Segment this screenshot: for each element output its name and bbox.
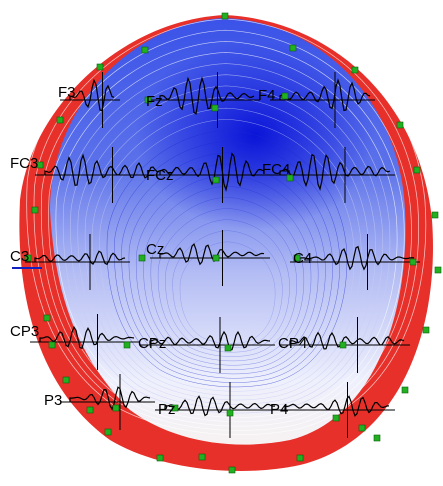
electrode-dot bbox=[226, 409, 234, 417]
waveform bbox=[149, 330, 271, 351]
electrode-label: FC4 bbox=[262, 161, 290, 178]
electrode-dot bbox=[332, 414, 340, 422]
electrode-label: Pz bbox=[158, 401, 176, 418]
waveform bbox=[159, 242, 265, 266]
electrode-dot bbox=[224, 344, 232, 352]
electrode-dot bbox=[104, 428, 112, 436]
electrode-label: C4 bbox=[293, 250, 312, 267]
electrode-dot bbox=[422, 326, 430, 334]
electrode-dot bbox=[198, 453, 206, 461]
electrode-dots bbox=[24, 12, 442, 474]
electrode-dot bbox=[396, 121, 404, 129]
electrode-dot bbox=[211, 104, 219, 112]
electrode-dot bbox=[123, 341, 131, 349]
electrode-dot bbox=[138, 254, 146, 262]
electrode-dot bbox=[281, 92, 289, 100]
electrode-dot bbox=[36, 161, 44, 169]
electrode-dot bbox=[141, 46, 149, 54]
electrode-label: Fz bbox=[146, 93, 163, 110]
electrode-dot bbox=[401, 386, 409, 394]
electrode-label: F4 bbox=[258, 87, 276, 104]
waveform bbox=[164, 395, 276, 417]
electrode-label: C3 bbox=[10, 248, 29, 265]
waveform bbox=[284, 395, 390, 417]
waveform bbox=[159, 76, 255, 115]
electrode-label: P3 bbox=[44, 392, 62, 409]
electrode-dot bbox=[409, 258, 417, 266]
electrode-label: CP4 bbox=[278, 335, 307, 352]
contour-line bbox=[40, 29, 412, 427]
waveforms bbox=[25, 72, 420, 438]
electrode-dot bbox=[431, 211, 439, 219]
electrode-dot bbox=[96, 63, 104, 71]
electrode-label: CPz bbox=[138, 335, 166, 352]
waveform bbox=[34, 250, 126, 266]
electrode-dot bbox=[339, 341, 347, 349]
electrode-dot bbox=[286, 174, 294, 182]
waveform bbox=[44, 153, 159, 186]
electrode-dot bbox=[296, 454, 304, 462]
electrode-dot bbox=[289, 44, 297, 52]
electrode-dot bbox=[293, 254, 301, 262]
waveform bbox=[69, 78, 115, 112]
electrode-dot bbox=[212, 254, 220, 262]
electrode-dot bbox=[212, 176, 220, 184]
electrode-label: CP3 bbox=[10, 323, 39, 340]
labels: F3 Fz F4 FC3 FCz FC4 C3 Cz C4 CP3 CPz CP… bbox=[10, 84, 312, 418]
electrode-dot bbox=[112, 404, 120, 412]
waveform bbox=[69, 386, 151, 411]
electrode-dot bbox=[144, 96, 152, 104]
electrode-label: Cz bbox=[146, 241, 164, 258]
electrode-label: FCz bbox=[146, 167, 174, 184]
electrode-dot bbox=[62, 376, 70, 384]
electrode-dot bbox=[221, 12, 229, 20]
electrode-dot bbox=[358, 424, 366, 432]
electrode-dot bbox=[31, 206, 39, 214]
electrode-dot bbox=[56, 116, 64, 124]
electrode-dot bbox=[48, 341, 56, 349]
electrode-label: FC3 bbox=[10, 155, 38, 172]
waveform bbox=[279, 153, 391, 191]
electrode-dot bbox=[413, 166, 421, 174]
electrode-dot bbox=[373, 434, 381, 442]
electrode-dot bbox=[156, 454, 164, 462]
waveform bbox=[299, 245, 415, 271]
electrode-dot bbox=[43, 314, 51, 322]
contour-line bbox=[48, 40, 405, 423]
contour-line bbox=[33, 18, 419, 431]
electrode-label: P4 bbox=[270, 401, 288, 418]
electrode-dot bbox=[86, 406, 94, 414]
electrode-dot bbox=[351, 66, 359, 74]
electrode-label: F3 bbox=[58, 84, 76, 101]
electrode-dot bbox=[228, 466, 236, 474]
electrode-dot bbox=[171, 404, 179, 412]
waveform bbox=[39, 325, 135, 350]
waveform bbox=[289, 331, 405, 350]
waveform bbox=[279, 78, 371, 112]
electrode-dot bbox=[434, 266, 442, 274]
electrode-dot bbox=[24, 254, 32, 262]
waveform bbox=[159, 152, 265, 192]
